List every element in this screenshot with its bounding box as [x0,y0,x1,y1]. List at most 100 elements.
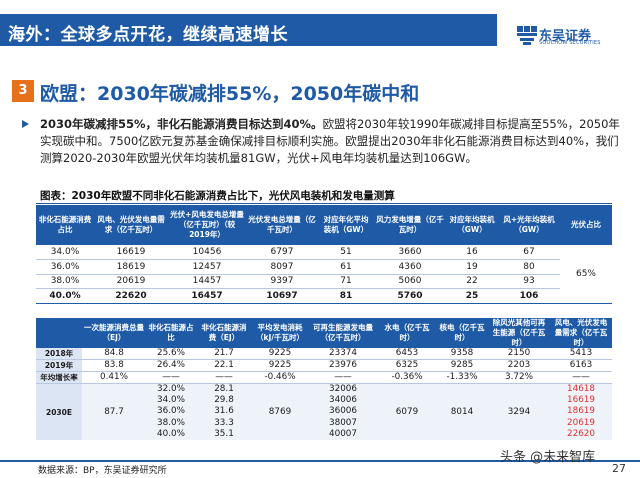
section-title: 欧盟：2030年碳减排55%，2050年碳中和 [40,83,420,105]
table-row: 40.0% 22620 16457 10697 81 5760 25 106 [36,288,612,304]
table-cell: -1.33% [436,371,488,384]
table-row: 38.0% 33.3 38007 20619 [36,417,612,429]
table-cell: 106 [498,288,560,304]
table-cell: 84.8 [82,348,146,360]
table-cell: —— [196,371,252,384]
scenario-table: 非化石能源消费占比 风电、光伏发电量需求（亿千瓦时） 光伏+风电发电总增量（亿千… [36,205,612,304]
table-cell: 23374 [308,348,378,360]
table-cell: 51 [318,245,374,261]
logo: 东吴证券 SOOCHOW SECURITIES [517,26,640,48]
table-cell: 80 [498,259,560,275]
watermark: 头条 @未来智库 [500,450,596,465]
header-cell: 平均发电消耗（kJ/千瓦时） [252,318,308,348]
table-cell: 67 [498,245,560,261]
row-label: 年均增长率 [36,371,82,384]
row-label: 2030E [36,383,82,441]
table-cell: 5760 [374,288,446,304]
header-cell: 风力发电增量（亿千瓦时） [374,205,446,245]
table-cell: 18619 [550,406,612,418]
table-cell: 9285 [436,359,488,372]
header-cell: 除风光其他可再生能源（亿千瓦时） [488,318,550,348]
table-cell: 32006 [308,383,378,395]
section-number: 3 [12,80,34,102]
table-cell: 20619 [94,274,168,290]
table-cell: 14457 [168,274,246,290]
header-cell: 非化石能源消费占比 [36,205,94,245]
table-cell: 3294 [488,383,550,441]
table-row: 38.0% 20619 14457 9397 71 5060 22 93 [36,274,612,290]
table-cell: 26.4% [146,359,196,372]
header-cell [36,318,82,348]
table-row: 36.0% 18619 12457 8097 61 4360 19 80 [36,259,612,275]
table-cell: 6453 [378,348,436,360]
figure-divider [36,203,612,204]
table-row: 2019年 83.8 26.4% 22.1 9225 23976 6325 92… [36,359,612,372]
table-cell: —— [308,371,378,384]
table-cell: -0.46% [252,371,308,384]
bullet-triangle-icon [22,120,29,128]
table-cell: 8014 [436,383,488,441]
table-cell: 23976 [308,359,378,372]
row-label: 2018年 [36,348,82,360]
table-cell: 4360 [374,259,446,275]
summary-paragraph: 2030年碳减排55%，非化石能源消费目标达到40%。欧盟将2030年较1990… [22,116,622,167]
header-cell: 光伏占比 [560,205,612,245]
header-cell: 非化石能源消费（EJ） [196,318,252,348]
energy-table-header: 一次能源消费总量（EJ） 非化石能源占比 非化石能源消费（EJ） 平均发电消耗（… [36,318,612,348]
header: 海外：全球多点开花，继续高速增长 东吴证券 SOOCHOW SECURITIES [0,0,640,50]
table-cell: 20619 [550,417,612,429]
table-cell: 22.1 [196,359,252,372]
table-cell: 10697 [246,288,318,304]
header-cell: 对应年化平均装机（GW） [318,205,374,245]
table-cell: 6163 [550,359,612,372]
page-title: 海外：全球多点开花，继续高速增长 [8,25,288,45]
table-cell: 8097 [246,259,318,275]
table-cell: 22620 [94,288,168,304]
table-cell: 16 [446,245,498,261]
table-cell: 33.3 [196,417,252,429]
table-cell: 21.7 [196,348,252,360]
page-number: 27 [612,462,626,475]
table-cell: 0.41% [82,371,146,384]
header-cell: 光伏发电总增量（亿千瓦时） [246,205,318,245]
table-cell: 16619 [94,245,168,261]
table-row: 34.0% 16619 10456 6797 51 3660 16 67 65% [36,245,612,304]
table-cell: 9358 [436,348,488,360]
logo-mark-icon [517,26,537,46]
table-cell: 22 [446,274,498,290]
logo-text-en: SOOCHOW SECURITIES [539,40,601,46]
header-cell: 对应年均装机（GW） [446,205,498,245]
table-cell: —— [146,371,196,384]
table-cell: 34.0% [36,245,94,261]
table-cell: 5060 [374,274,446,290]
header-cell: 可再生能源发电量（亿千瓦时） [308,318,378,348]
table-cell: -0.36% [378,371,436,384]
paragraph-bold: 2030年碳减排55%，非化石能源消费目标达到40%。 [40,117,323,131]
table-cell: 71 [318,274,374,290]
table-row: 36.0% 31.6 36006 18619 [36,406,612,418]
table-cell: 3660 [374,245,446,261]
energy-table: 一次能源消费总量（EJ） 非化石能源占比 非化石能源消费（EJ） 平均发电消耗（… [36,318,612,441]
paragraph-text: 2030年碳减排55%，非化石能源消费目标达到40%。欧盟将2030年较1990… [40,116,622,167]
header-cell: 风电、光伏发电量需求（亿千瓦时） [94,205,168,245]
table-cell: 9225 [252,359,308,372]
table-cell: 25 [446,288,498,304]
scenario-table-header: 非化石能源消费占比 风电、光伏发电量需求（亿千瓦时） 光伏+风电发电总增量（亿千… [36,205,612,245]
table-cell: 34006 [308,395,378,407]
table-cell: 12457 [168,259,246,275]
table-cell: 31.6 [196,406,252,418]
table-cell: 18619 [94,259,168,275]
table-cell: 38007 [308,417,378,429]
table-row: 年均增长率 0.41% —— —— -0.46% —— -0.36% -1.33… [36,371,612,384]
table-cell: 28.1 [196,383,252,395]
table-cell: 16457 [168,288,246,304]
table-cell: 36.0% [146,406,196,418]
footer-divider [0,460,640,462]
title-bar [0,14,497,46]
logo-text-cn: 东吴证券 [539,29,592,44]
paragraph-body: 欧盟将2030年较1990年碳减排目标提高至55%，2050年实现碳中和。750… [40,117,620,165]
table-cell: 25.6% [146,348,196,360]
table-cell: 40007 [308,428,378,441]
header-cell: 风电、光伏发电量需求（亿千瓦时） [550,318,612,348]
table-row: 40.0% 35.1 40007 22620 [36,428,612,441]
